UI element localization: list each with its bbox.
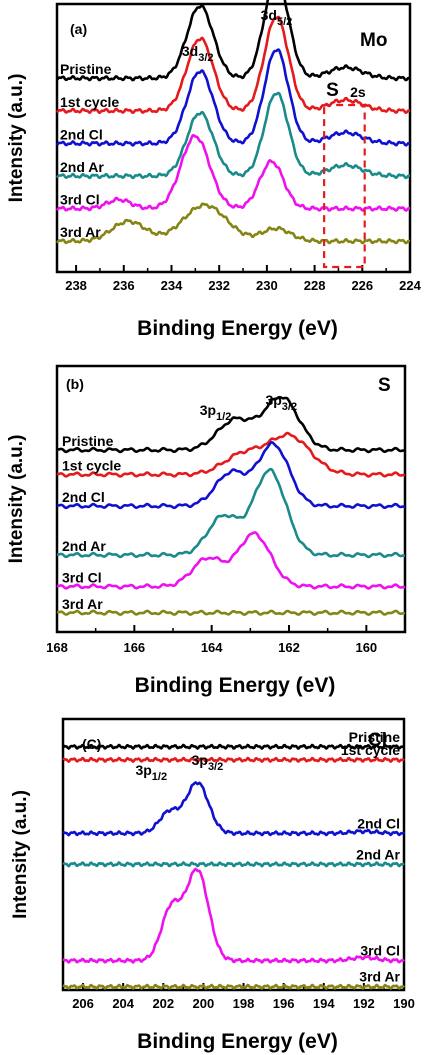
element-label: Mo: [360, 30, 387, 51]
series-label: 2nd Ar: [356, 846, 400, 862]
peak-label-sub: 3/2: [198, 52, 213, 64]
peak-label-sub: 5/2: [277, 16, 292, 28]
x-tick-label: 232: [208, 278, 230, 293]
x-tick-label: 226: [351, 278, 373, 293]
series-line-3rd-cl: [55, 133, 411, 212]
series-label: 2nd Cl: [357, 815, 400, 831]
series-label: 1st cycle: [60, 94, 119, 110]
x-tick-label: 198: [233, 996, 255, 1011]
series-line-1st-cycle: [56, 431, 406, 478]
series-line-2nd-cl: [62, 781, 406, 837]
panel-label: (b): [66, 376, 84, 392]
x-tick-label: 200: [193, 996, 215, 1011]
series-label: 3rd Cl: [360, 943, 400, 959]
peak-label: 3d3/2: [182, 43, 214, 64]
series-label: 1st cycle: [62, 458, 121, 474]
x-tick-label: 236: [113, 278, 135, 293]
peak-label-main: 3p: [192, 752, 208, 768]
panel-c: 206 204 202 200 198 196 194 192 190 Binding Energ…: [0, 705, 425, 1055]
series-label: Pristine: [349, 729, 401, 745]
x-tick-label: 228: [304, 278, 326, 293]
panel-label: (a): [70, 21, 87, 37]
peak-label: 3p1/2: [135, 762, 167, 783]
element-label: S: [378, 375, 391, 396]
series-line-3rd-ar: [56, 609, 406, 616]
series-line-2nd-ar: [56, 467, 406, 559]
series-line-2nd-ar: [62, 861, 405, 868]
series-label: 3rd Ar: [62, 596, 103, 612]
series-label: 3rd Cl: [60, 192, 100, 208]
series-line-1st-cycle: [62, 756, 405, 763]
x-tick-label: 238: [65, 278, 87, 293]
x-axis-label: Binding Energy (eV): [137, 1030, 338, 1053]
x-tick-label: 162: [278, 640, 300, 655]
series-label: 2nd Cl: [62, 489, 105, 505]
peak-label-sub: 3/2: [282, 401, 297, 413]
chart-s: 168 166 164 162 160 Binding Energy (eV) Intens…: [6, 364, 407, 697]
chart-cl: 206 204 202 200 198 196 194 192 190 Binding Energ…: [10, 717, 415, 1053]
series-label: 3rd Ar: [60, 224, 101, 240]
series-label: 2nd Ar: [60, 159, 104, 175]
x-axis-label: Binding Energy (eV): [137, 317, 338, 340]
series-label: 1st cycle: [341, 742, 400, 758]
peak-label-sub: 1/2: [216, 411, 231, 423]
series-line-3rd-ar: [55, 202, 411, 245]
series-line-1st-cycle: [55, 15, 411, 114]
plot-frame: [61, 717, 406, 992]
peak-label-main: 3d: [261, 7, 277, 23]
series-label: Pristine: [60, 61, 112, 77]
series-line-3rd-ar: [62, 983, 405, 990]
x-tick-label: 190: [393, 996, 415, 1011]
series-line-3rd-cl: [62, 867, 405, 964]
series-label: 2nd Cl: [60, 126, 103, 142]
series-line-2nd-cl: [55, 48, 411, 147]
peak-label-sub: 3/2: [208, 761, 223, 773]
x-tick-label: 204: [112, 996, 134, 1011]
element-label: Cl: [368, 730, 387, 751]
panel-a: 238 236 234 232 230 228 226 224 Binding Energy (…: [0, 0, 425, 345]
x-axis-label: Binding Energy (eV): [135, 674, 336, 697]
peak-label: 3d5/2: [261, 7, 293, 28]
series-line-3rd-cl: [56, 531, 406, 590]
x-tick-label: 192: [353, 996, 375, 1011]
x-tick-label: 234: [161, 278, 183, 293]
x-tick-label: 196: [273, 996, 295, 1011]
chart-mo: 238 236 234 232 230 228 226 224 Binding Energy (…: [6, 0, 422, 340]
y-axis-label: Intensity (a.u.): [6, 74, 27, 203]
x-tick-label: 166: [123, 640, 145, 655]
series-label: Pristine: [62, 433, 114, 449]
x-tick-label: 164: [201, 640, 223, 655]
x-tick-label: 206: [72, 996, 94, 1011]
series-line-pristine: [62, 743, 405, 750]
peak-label-main: 3p: [135, 762, 151, 778]
peak-label-main: 3p: [200, 402, 216, 418]
plot-frame: [55, 364, 407, 634]
peak-label-sub: 1/2: [152, 771, 167, 783]
series-line-2nd-ar: [55, 91, 411, 180]
peak-label-main: 3d: [182, 43, 198, 59]
peak-label: 3p1/2: [200, 402, 232, 423]
series-label: 3rd Cl: [62, 570, 102, 586]
peak-label-main: 3p: [265, 392, 281, 408]
x-tick-label: 168: [46, 640, 68, 655]
annotation-box: [323, 103, 366, 269]
x-tick-label: 202: [152, 996, 174, 1011]
peak-label: 3p3/2: [192, 752, 224, 773]
x-tick-label: 160: [355, 640, 377, 655]
annotation-sublabel: 2s: [350, 84, 366, 100]
x-tick-label: 194: [313, 996, 335, 1011]
series-line-pristine: [55, 0, 411, 82]
plot-frame: [55, 2, 412, 274]
x-tick-label: 230: [256, 278, 278, 293]
series-label: 3rd Ar: [359, 969, 400, 985]
series-line-pristine: [56, 395, 406, 454]
y-axis-label: Intensity (a.u.): [10, 790, 31, 919]
annotation-label: S: [326, 80, 339, 101]
series-line-2nd-cl: [56, 441, 406, 510]
peak-label: 3p3/2: [265, 392, 297, 413]
series-label: 2nd Ar: [62, 538, 106, 554]
y-axis-label: Intensity (a.u.): [6, 435, 27, 564]
x-tick-label: 224: [399, 278, 421, 293]
panel-b: 168 166 164 162 160 Binding Energy (eV) Intens…: [0, 355, 425, 700]
